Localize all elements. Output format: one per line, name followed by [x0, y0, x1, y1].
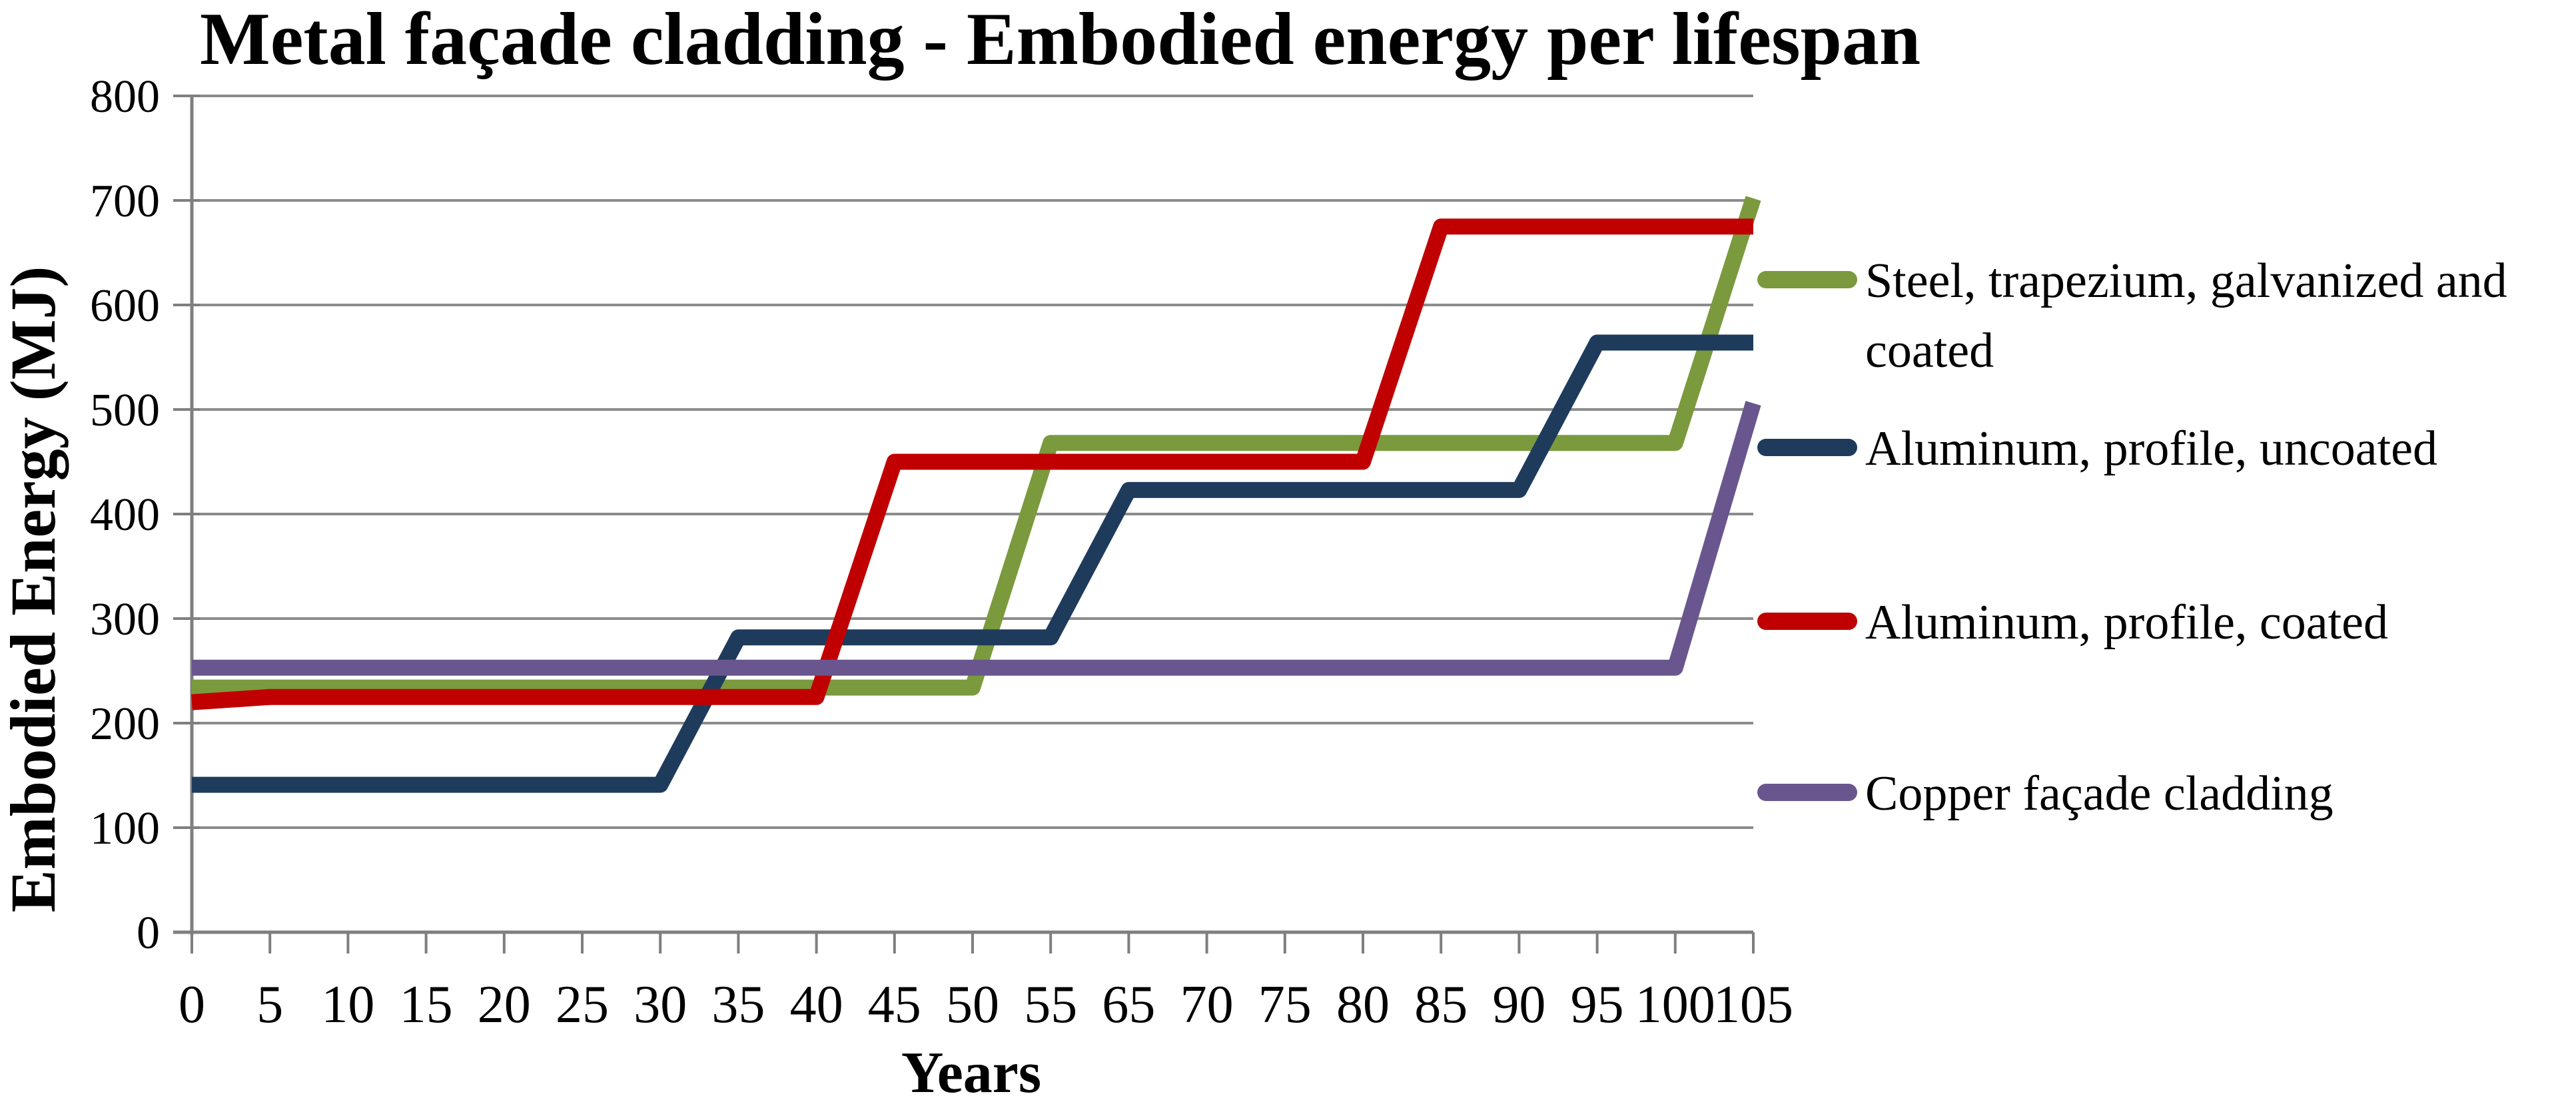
y-tick-label-800: 800 [90, 71, 160, 123]
x-tick-label-40: 40 [790, 975, 843, 1034]
x-tick-label-15: 15 [400, 975, 453, 1034]
y-tick-label-400: 400 [90, 489, 160, 541]
legend-label-0-line0: Steel, trapezium, galvanized and [1865, 254, 2507, 308]
series-line-0 [192, 196, 1761, 696]
gridlines [192, 95, 1753, 829]
x-tick-label-45: 45 [868, 975, 921, 1034]
x-tick-labels: 0 5 10 15 20 25 30 35 40 45 50 55 65 70 75 80 85 90 95 1001… [179, 975, 1793, 1034]
chart-title: Metal façade cladding - Embodied energy … [200, 0, 1921, 81]
legend: Steel, trapezium, galvanized and coated Al… [1757, 254, 2507, 821]
x-tick-label-100: 100 [1635, 975, 1715, 1034]
x-tick-label-55: 55 [1024, 975, 1077, 1034]
legend-swatch-0 [1757, 271, 1857, 288]
y-tick-label-700: 700 [90, 176, 160, 227]
x-tick-label-90: 90 [1492, 975, 1545, 1034]
series-lines [191, 196, 1761, 793]
y-tick-label-0: 0 [137, 908, 160, 959]
legend-swatch-1 [1757, 439, 1857, 456]
legend-swatch-2 [1757, 613, 1857, 630]
y-tick-label-100: 100 [90, 803, 160, 854]
axes [173, 95, 1755, 954]
y-tick-label-200: 200 [90, 698, 160, 750]
y-tick-label-500: 500 [90, 385, 160, 436]
x-axis-title: Years [901, 1041, 1041, 1102]
x-tick-label-0: 0 [179, 975, 205, 1034]
x-tick-label-75: 75 [1258, 975, 1312, 1034]
x-tick-label-10: 10 [321, 975, 374, 1034]
legend-swatch-3 [1757, 784, 1857, 801]
x-tick-label-70: 70 [1180, 975, 1234, 1034]
y-tick-label-300: 300 [90, 594, 160, 645]
x-tick-label-30: 30 [634, 975, 687, 1034]
legend-label-0-line1: coated [1865, 324, 1994, 378]
legend-label-3-line0: Copper façade cladding [1865, 766, 2334, 821]
series-line-1 [192, 334, 1753, 793]
x-tick-label-35: 35 [711, 975, 765, 1034]
y-tick-labels: 0 100 200 300 400 500 600 700 800 [90, 71, 160, 959]
y-axis-title: Embodied Energy (MJ) [0, 266, 69, 913]
series-line-3 [192, 401, 1761, 676]
x-tick-label-80: 80 [1336, 975, 1390, 1034]
x-tick-label-85: 85 [1414, 975, 1468, 1034]
x-tick-label-65: 65 [1102, 975, 1155, 1034]
series-line-2 [191, 218, 1753, 710]
y-tick-label-600: 600 [90, 280, 160, 332]
x-tick-label-25: 25 [556, 975, 609, 1034]
legend-label-1-line0: Aluminum, profile, uncoated [1865, 421, 2437, 476]
legend-label-2-line0: Aluminum, profile, coated [1865, 595, 2388, 650]
x-tick-label-5: 5 [256, 975, 283, 1034]
x-tick-label-50: 50 [946, 975, 999, 1034]
x-tick-label-105: 105 [1713, 975, 1793, 1034]
x-tick-label-95: 95 [1571, 975, 1624, 1034]
x-tick-label-20: 20 [478, 975, 531, 1034]
